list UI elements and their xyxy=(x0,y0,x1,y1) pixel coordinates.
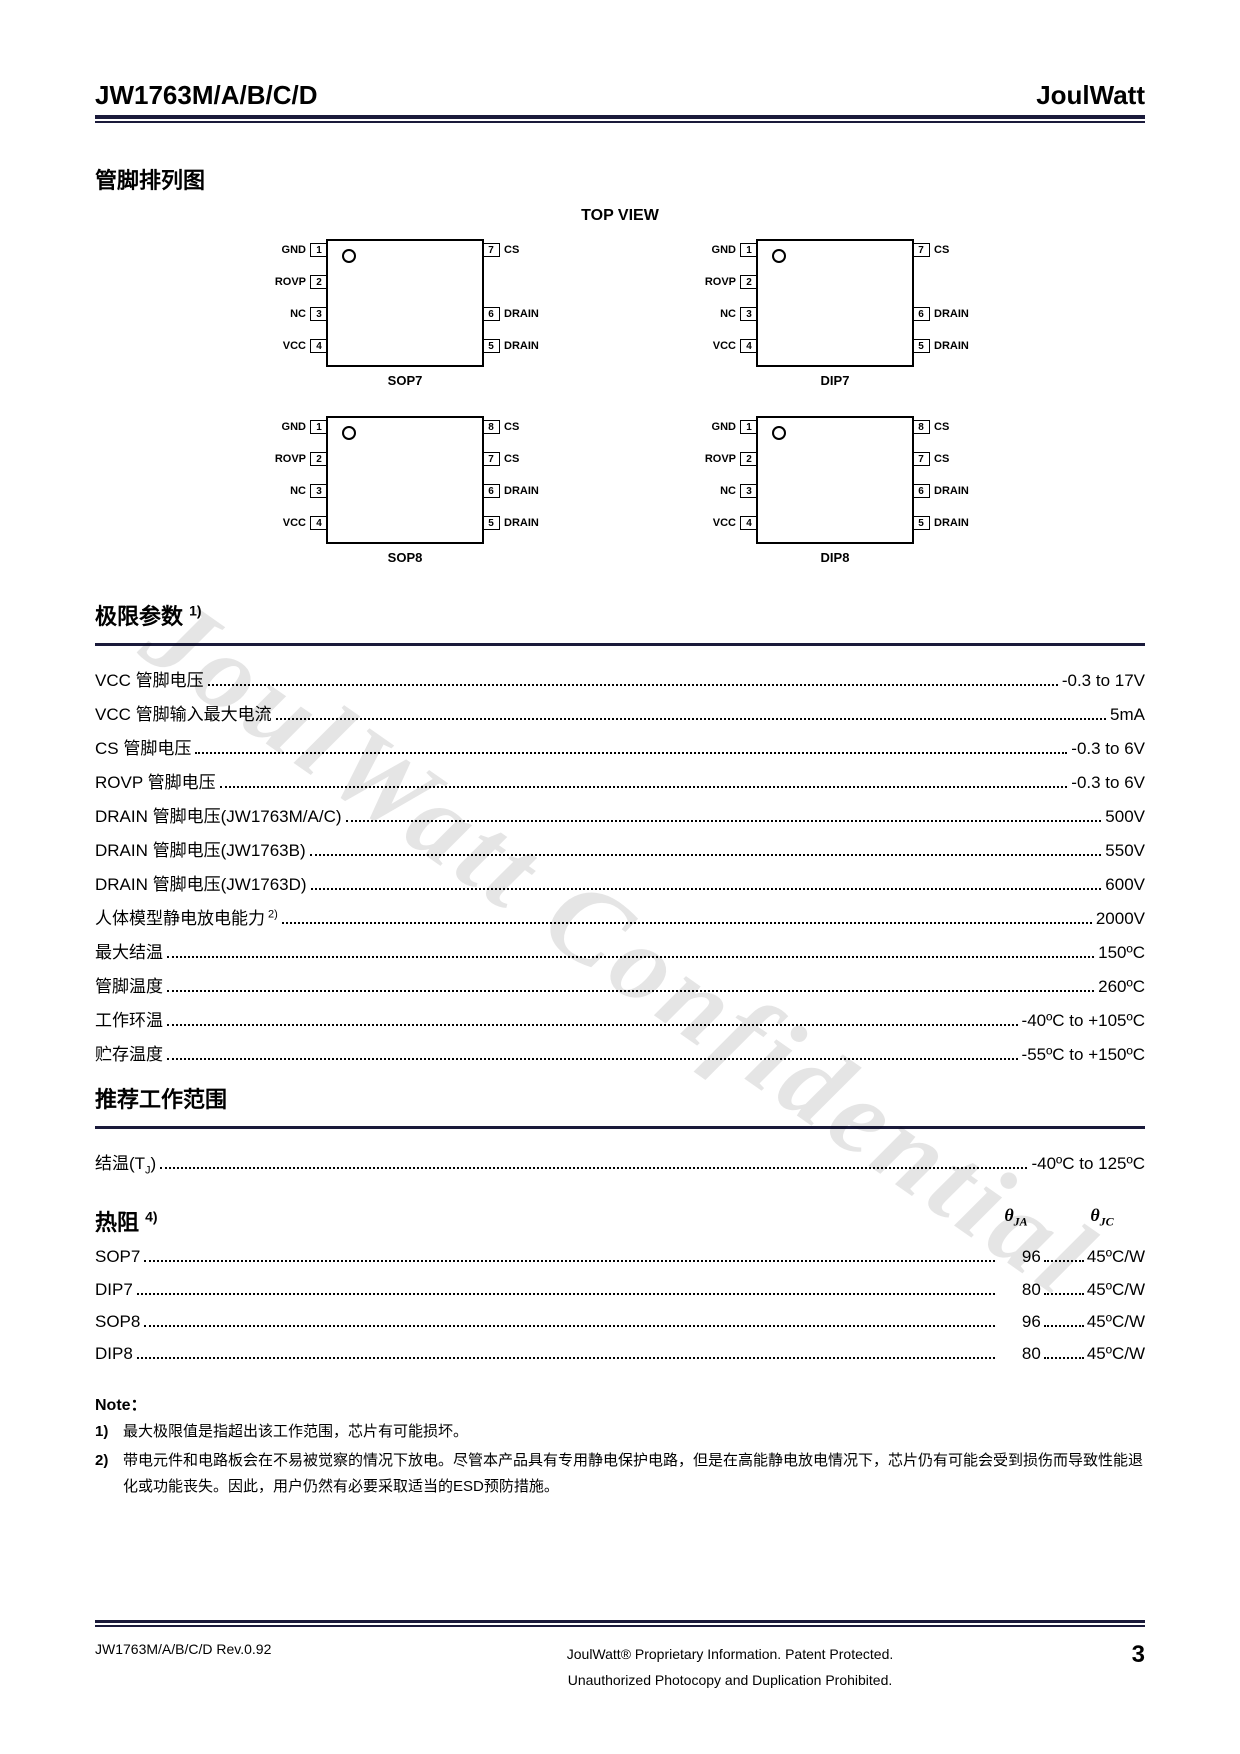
spec-row: ROVP 管脚电压-0.3 to 6V xyxy=(95,766,1145,800)
spec-row: VCC 管脚电压-0.3 to 17V xyxy=(95,664,1145,698)
package-dip7: GND1ROVP2NC3VCC47CS6DRAIN5DRAINDIP7 xyxy=(675,239,995,388)
brand-name: JoulWatt xyxy=(1036,80,1145,111)
spec-row: 最大结温150ºC xyxy=(95,936,1145,970)
thermal-row: SOP89645ºC/W xyxy=(95,1306,1145,1338)
spec-row: 结温(TJ)-40ºC to 125ºC xyxy=(95,1147,1145,1181)
note-item: 2)带电元件和电路板会在不易被觉察的情况下放电。尽管本产品具有专用静电保护电路，… xyxy=(95,1448,1145,1499)
package-grid: GND1ROVP2NC3VCC47CS6DRAIN5DRAINSOP7 GND1R… xyxy=(245,239,995,565)
package-sop8: GND1ROVP2NC3VCC48CS7CS6DRAIN5DRAINSOP8 xyxy=(245,416,565,565)
header: JW1763M/A/B/C/D JoulWatt xyxy=(95,80,1145,119)
spec-row: 人体模型静电放电能力 2)2000V xyxy=(95,902,1145,936)
note-item: 1)最大极限值是指超出该工作范围，芯片有可能损坏。 xyxy=(95,1419,1145,1445)
spec-row: VCC 管脚输入最大电流5mA xyxy=(95,698,1145,732)
spec-row: DRAIN 管脚电压(JW1763D)600V xyxy=(95,868,1145,902)
footer: JW1763M/A/B/C/D Rev.0.92 JoulWatt® Propr… xyxy=(95,1620,1145,1694)
spec-row: DRAIN 管脚电压(JW1763M/A/C)500V xyxy=(95,800,1145,834)
part-number: JW1763M/A/B/C/D xyxy=(95,80,318,111)
page-number: 3 xyxy=(1085,1641,1145,1669)
absmax-list: VCC 管脚电压-0.3 to 17VVCC 管脚输入最大电流5mACS 管脚电… xyxy=(95,664,1145,1072)
spec-row: DRAIN 管脚电压(JW1763B)550V xyxy=(95,834,1145,868)
footer-rev: JW1763M/A/B/C/D Rev.0.92 xyxy=(95,1641,375,1657)
spec-row: CS 管脚电压-0.3 to 6V xyxy=(95,732,1145,766)
spec-row: 工作环温-40ºC to +105ºC xyxy=(95,1004,1145,1038)
section-pinout-title: 管脚排列图 xyxy=(95,163,1145,195)
thermal-row: DIP78045ºC/W xyxy=(95,1274,1145,1306)
thermal-row: DIP88045ºC/W xyxy=(95,1338,1145,1370)
footer-mid: JoulWatt® Proprietary Information. Paten… xyxy=(375,1641,1085,1694)
notes-list: 1)最大极限值是指超出该工作范围，芯片有可能损坏。 2)带电元件和电路板会在不易被… xyxy=(95,1419,1145,1500)
note-title: Note： xyxy=(95,1391,1145,1415)
thermal-header: 热阻 4) θJA θJC xyxy=(95,1205,1145,1237)
spec-row: 管脚温度260ºC xyxy=(95,970,1145,1004)
package-sop7: GND1ROVP2NC3VCC47CS6DRAIN5DRAINSOP7 xyxy=(245,239,565,388)
thermal-list: SOP79645ºC/WDIP78045ºC/WSOP89645ºC/WDIP8… xyxy=(95,1241,1145,1370)
recop-list: 结温(TJ)-40ºC to 125ºC xyxy=(95,1147,1145,1181)
thermal-row: SOP79645ºC/W xyxy=(95,1241,1145,1273)
section-recop-title: 推荐工作范围 xyxy=(95,1082,1145,1114)
spec-row: 贮存温度-55ºC to +150ºC xyxy=(95,1038,1145,1072)
package-dip8: GND1ROVP2NC3VCC48CS7CS6DRAIN5DRAINDIP8 xyxy=(675,416,995,565)
top-view-label: TOP VIEW xyxy=(95,207,1145,225)
section-absmax-title: 极限参数 1) xyxy=(95,599,1145,631)
